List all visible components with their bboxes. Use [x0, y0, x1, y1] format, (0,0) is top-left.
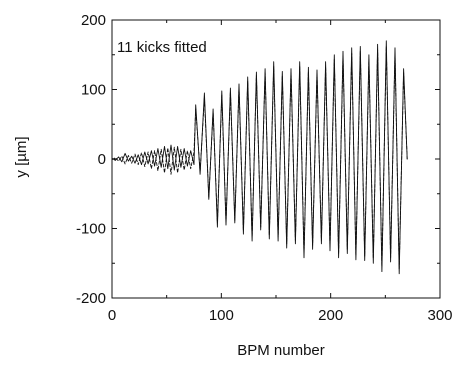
y-tick-label: -100 — [76, 221, 106, 238]
y-tick-label: 100 — [81, 82, 106, 99]
series-1-line — [111, 40, 408, 275]
x-tick-label: 0 — [108, 307, 116, 324]
plot-layer — [111, 40, 408, 275]
annotation-label: 11 kicks fitted — [117, 39, 207, 56]
x-axis-label: BPM number — [237, 342, 325, 359]
y-tick-label: 0 — [98, 151, 106, 168]
series-2-line — [111, 45, 408, 270]
label-layer: 11 kicks fitted BPM number y [µm] — [13, 39, 325, 359]
axis-layer: 0 100 200 300 -200 -100 0 100 200 — [76, 12, 453, 324]
x-tick-label: 300 — [427, 307, 452, 324]
x-tick-label: 100 — [209, 307, 234, 324]
y-tick-label: 200 — [81, 12, 106, 29]
y-axis-label: y [µm] — [13, 136, 30, 177]
y-tick-label: -200 — [76, 290, 106, 307]
x-tick-label: 200 — [318, 307, 343, 324]
